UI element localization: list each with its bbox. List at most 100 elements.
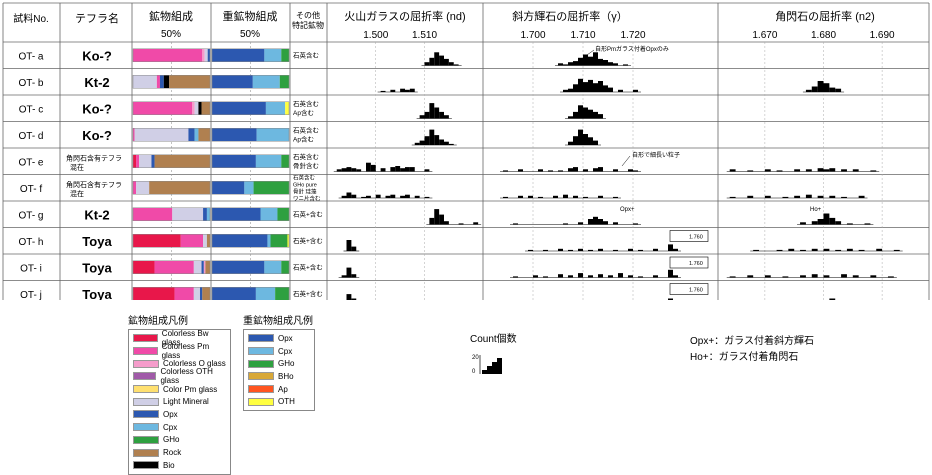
mineral-bar-seg <box>133 154 137 168</box>
histogram-bar <box>351 298 357 300</box>
histogram-bar <box>429 103 435 119</box>
histogram-bar <box>424 169 430 172</box>
mineral-bar-seg <box>133 287 175 300</box>
heavy-bar-seg <box>281 154 289 168</box>
legend-swatch <box>248 372 274 381</box>
histogram-bar <box>439 139 444 145</box>
tephra-name-line: 混在 <box>70 189 84 198</box>
other-mineral-text: 石英+含む <box>293 236 323 245</box>
histogram-bar <box>341 275 347 278</box>
histogram-bar <box>548 170 553 172</box>
histogram-bar <box>405 194 410 198</box>
mineral-bar-seg <box>202 48 205 62</box>
legend-item: Cpx <box>133 421 226 434</box>
histogram-bar <box>578 129 583 145</box>
tick-label: 1.710 <box>570 30 595 41</box>
heavy-bar-seg <box>281 48 289 62</box>
mineral-bar-outline <box>132 181 211 195</box>
histogram-bar <box>385 195 391 198</box>
mineral-bar-seg <box>134 128 189 142</box>
heavy-bar-outline <box>211 101 290 115</box>
mineral-bar-seg <box>156 75 160 89</box>
histogram-bar <box>858 195 865 198</box>
histogram-bar <box>578 248 583 251</box>
histogram-bar <box>568 168 573 172</box>
histogram-bar <box>434 107 440 119</box>
legend-label: Bio <box>163 460 175 470</box>
histogram-bar <box>829 195 836 198</box>
histogram-bar <box>747 275 754 278</box>
mineral-bar-seg <box>192 101 195 115</box>
other-mineral-text: 石英+含む <box>293 289 323 298</box>
histogram-bar <box>405 89 410 92</box>
histogram-bar <box>618 273 623 278</box>
histogram-bar <box>588 56 593 66</box>
sample-id: OT- f <box>20 184 42 195</box>
histogram-bar <box>533 275 538 278</box>
histogram-bar <box>528 195 533 198</box>
histogram-bar <box>568 141 573 145</box>
histogram-bar <box>852 275 859 278</box>
histogram-bar <box>578 105 583 119</box>
histogram-bar <box>351 246 357 251</box>
other-mineral-text: GHo pure <box>293 182 317 188</box>
mineral-bar-outline <box>132 128 211 142</box>
histogram-bar <box>668 298 673 300</box>
mineral-bar-seg <box>193 260 202 274</box>
annotation-text: 自形Pmガラス付着Opxのみ <box>595 45 669 53</box>
header-sample-no: 試料No. <box>13 12 49 25</box>
histogram-bar <box>794 195 801 198</box>
heavy-bar-seg <box>212 75 253 89</box>
mineral-bar-outline <box>132 207 211 221</box>
histogram-bar <box>573 195 578 198</box>
other-mineral-text: 骨針含む <box>293 161 319 170</box>
histogram-bar <box>598 195 603 198</box>
legend-label: Colorless OTH glass <box>160 367 213 386</box>
histogram-bar <box>439 214 444 225</box>
count-tick-hi: 20 <box>472 355 479 361</box>
histogram-bar <box>444 115 449 119</box>
table-row: OT- a Ko-? 石英含む <box>18 48 631 66</box>
axis-ticks: 1.500 1.510 1.700 1.710 1.720 1.670 1.680 1.690 <box>363 30 895 300</box>
mineral-bar-seg <box>133 260 155 274</box>
histogram-bar <box>829 298 836 300</box>
legend-label: Light Mineral <box>163 397 209 407</box>
legend-item: Ap <box>248 383 310 396</box>
legend-label: Cpx <box>278 346 293 356</box>
histogram-bar <box>563 223 568 225</box>
legend-swatch <box>133 435 159 444</box>
mineral-bar-seg <box>207 48 210 62</box>
histogram-bar <box>800 275 806 278</box>
histogram-bar <box>336 169 342 172</box>
heavy-bar-outline <box>211 154 290 168</box>
heavy-bar-seg <box>260 207 278 221</box>
histogram-bar <box>608 87 613 92</box>
heavy-bar-seg <box>253 181 289 195</box>
histogram-bar <box>673 248 678 251</box>
histogram-bar <box>598 114 603 119</box>
histogram-bar <box>603 221 608 225</box>
mineral-bar-seg <box>201 101 210 115</box>
sample-id: OT- j <box>20 290 42 300</box>
header-mineral-50pct: 50% <box>161 29 181 40</box>
histogram-bar <box>409 88 415 92</box>
histogram-bar <box>543 276 548 278</box>
mineral-bar-seg <box>136 181 150 195</box>
header-ho-ri: 角閃石の屈折率 (n2) <box>775 9 875 23</box>
legend-item: Light Mineral <box>133 395 226 408</box>
mineral-bar-seg <box>133 128 135 142</box>
histogram-bar <box>424 196 430 198</box>
annotation-box <box>669 230 709 242</box>
histogram-bar <box>800 222 806 225</box>
histogram-bar <box>419 140 425 145</box>
histogram-bar <box>588 249 593 251</box>
histogram-bar <box>588 275 593 278</box>
histogram-bar <box>588 109 593 119</box>
histogram-bar <box>613 169 618 172</box>
histogram-bar <box>424 136 430 145</box>
histogram-bar <box>538 196 543 198</box>
histogram-bar <box>598 81 603 92</box>
histogram-bar <box>870 170 877 172</box>
histogram-bar <box>568 116 573 119</box>
